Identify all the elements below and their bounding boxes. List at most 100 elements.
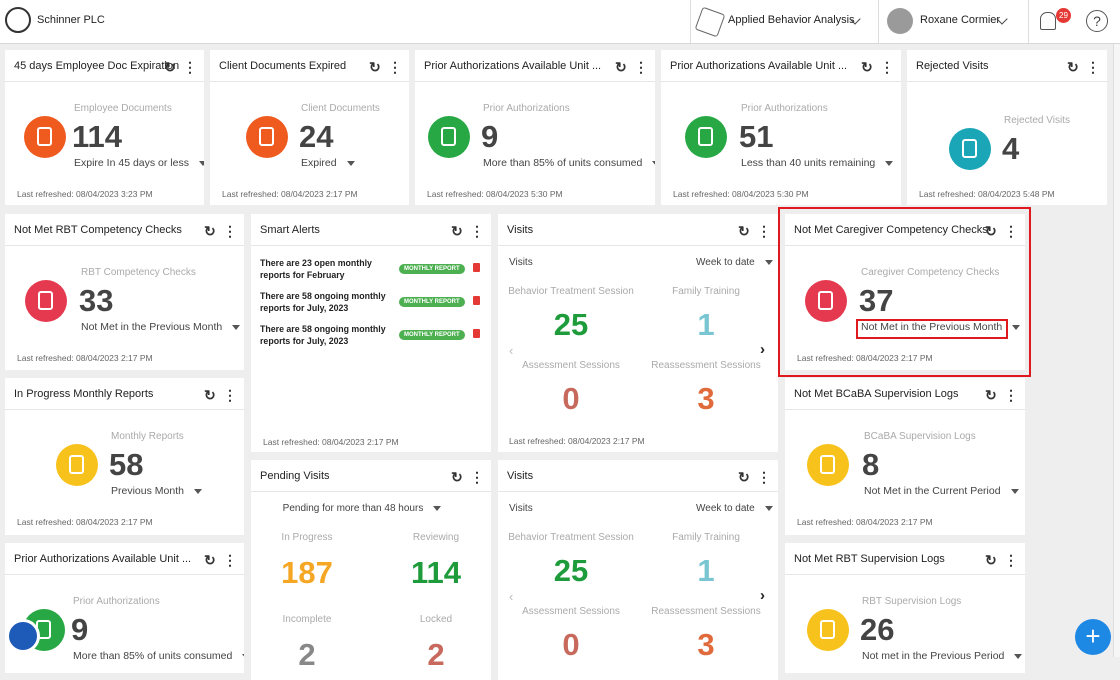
refresh-button[interactable]: ↻ — [615, 59, 627, 75]
filter-text[interactable]: More than 85% of units consumed — [483, 157, 643, 169]
filter-text[interactable]: Not Met in the Current Period — [864, 485, 1001, 497]
filter-text[interactable]: Expired — [301, 157, 337, 169]
more-menu[interactable]: ⋮ — [183, 59, 197, 75]
filter-dropdown-arrow[interactable] — [1014, 653, 1023, 659]
delete-alert[interactable] — [473, 263, 480, 272]
refresh-button[interactable]: ↻ — [451, 469, 463, 485]
more-menu[interactable]: ⋮ — [1004, 223, 1018, 239]
more-menu[interactable]: ⋮ — [757, 223, 771, 239]
filter-dropdown-arrow[interactable] — [193, 488, 202, 494]
refresh-button[interactable]: ↻ — [985, 223, 997, 239]
filter-dropdown-arrow[interactable] — [885, 160, 894, 166]
filter-text[interactable]: More than 85% of units consumed — [73, 650, 233, 662]
icon-glyph — [698, 127, 713, 146]
status-label: Reviewing — [412, 532, 460, 543]
next-arrow[interactable]: › — [760, 341, 765, 358]
filter-dropdown-arrow[interactable] — [242, 653, 244, 659]
filter-text[interactable]: Pending for more than 48 hours — [282, 503, 424, 514]
alert-text[interactable]: There are 58 ongoing monthly reports for… — [260, 324, 386, 346]
metric-filter[interactable]: More than 85% of units consumed — [483, 157, 655, 169]
more-menu[interactable]: ⋮ — [470, 223, 484, 239]
cookie-settings[interactable] — [6, 619, 40, 653]
refresh-button[interactable]: ↻ — [451, 223, 463, 239]
user-avatar[interactable] — [887, 8, 913, 34]
filter-text[interactable]: Not met in the Previous Period — [862, 650, 1005, 662]
metric-label: Prior Authorizations — [483, 103, 570, 114]
metric-filter[interactable]: Not Met in the Previous Month — [81, 321, 241, 333]
metric-label: Caregiver Competency Checks — [861, 267, 1000, 278]
pending-filter[interactable]: Pending for more than 48 hours — [251, 503, 473, 514]
program-selector[interactable]: Applied Behavior Analysis — [728, 14, 855, 26]
refresh-button[interactable]: ↻ — [369, 59, 381, 75]
filter-text[interactable]: Previous Month — [111, 485, 184, 497]
filter-text[interactable]: Not Met in the Previous Month — [81, 321, 223, 333]
more-menu[interactable]: ⋮ — [223, 552, 237, 568]
icon-glyph — [818, 291, 833, 310]
previous-arrow[interactable]: ‹ — [509, 343, 514, 358]
more-menu[interactable]: ⋮ — [634, 59, 648, 75]
more-menu[interactable]: ⋮ — [223, 387, 237, 403]
filter-dropdown-arrow[interactable] — [1010, 488, 1019, 494]
metric-filter[interactable]: Not met in the Previous Period — [862, 650, 1023, 662]
alert-text[interactable]: There are 23 open monthly reports for Fe… — [260, 258, 372, 280]
filter-dropdown-arrow[interactable] — [232, 324, 241, 330]
delete-alert[interactable] — [473, 329, 480, 338]
header-divider — [415, 81, 655, 82]
add-button[interactable]: + — [1075, 619, 1111, 655]
metric-filter[interactable]: Not Met in the Current Period — [864, 485, 1019, 497]
user-name[interactable]: Roxane Cormier — [920, 14, 1001, 26]
alert-text[interactable]: There are 58 ongoing monthly reports for… — [260, 291, 386, 313]
period-dropdown-arrow[interactable] — [764, 505, 773, 511]
more-menu[interactable]: ⋮ — [470, 469, 484, 485]
refresh-button[interactable]: ↻ — [738, 469, 750, 485]
refresh-button[interactable]: ↻ — [204, 552, 216, 568]
more-menu[interactable]: ⋮ — [757, 469, 771, 485]
filter-text[interactable]: Expire In 45 days or less — [74, 157, 189, 169]
more-menu[interactable]: ⋮ — [1004, 387, 1018, 403]
refresh-button[interactable]: ↻ — [204, 223, 216, 239]
refresh-button[interactable]: ↻ — [738, 223, 750, 239]
session-count: 3 — [697, 627, 715, 662]
more-menu[interactable]: ⋮ — [880, 59, 894, 75]
metric-filter[interactable]: Previous Month — [111, 485, 202, 497]
filter-dropdown-arrow[interactable] — [433, 505, 442, 511]
refresh-button[interactable]: ↻ — [985, 387, 997, 403]
filter-dropdown-arrow[interactable] — [652, 160, 655, 166]
filter-text[interactable]: Less than 40 units remaining — [741, 157, 876, 169]
icon-glyph — [441, 127, 456, 146]
session-count: 0 — [562, 381, 580, 416]
refresh-button[interactable]: ↻ — [985, 552, 997, 568]
period-filter[interactable]: Week to date — [696, 503, 773, 514]
filter-text[interactable]: Not Met in the Previous Month — [861, 321, 1003, 333]
period-dropdown-arrow[interactable] — [764, 259, 773, 265]
refresh-button[interactable]: ↻ — [861, 59, 873, 75]
period-text[interactable]: Week to date — [696, 503, 755, 514]
metric-filter[interactable]: Expire In 45 days or less — [74, 157, 204, 169]
filter-dropdown-arrow[interactable] — [198, 160, 204, 166]
period-filter[interactable]: Week to date — [696, 257, 773, 268]
delete-alert[interactable] — [473, 296, 480, 305]
more-menu[interactable]: ⋮ — [388, 59, 402, 75]
refresh-button[interactable]: ↻ — [1067, 59, 1079, 75]
metric-filter[interactable]: Less than 40 units remaining — [741, 157, 894, 169]
more-menu[interactable]: ⋮ — [1004, 552, 1018, 568]
notifications-bell[interactable] — [1040, 12, 1056, 30]
previous-arrow[interactable]: ‹ — [509, 589, 514, 604]
refresh-button[interactable]: ↻ — [164, 59, 176, 75]
filter-dropdown-arrow[interactable] — [1012, 324, 1021, 330]
help-button[interactable]: ? — [1086, 10, 1108, 32]
widget-card: 45 days Employee Doc Expiration ↻ ⋮ Employe… — [5, 50, 204, 205]
period-text[interactable]: Week to date — [696, 257, 755, 268]
metric-filter[interactable]: Expired — [301, 157, 355, 169]
metric-value: 33 — [79, 283, 114, 318]
filter-dropdown-arrow[interactable] — [346, 160, 355, 166]
company-logo[interactable] — [5, 7, 31, 33]
metric-filter[interactable]: Not Met in the Previous Month — [861, 321, 1021, 333]
refresh-button[interactable]: ↻ — [204, 387, 216, 403]
metric-filter[interactable]: More than 85% of units consumed — [73, 650, 244, 662]
next-arrow[interactable]: › — [760, 587, 765, 604]
widget-card: Not Met RBT Competency Checks ↻ ⋮ RBT Compe… — [5, 214, 244, 370]
more-menu[interactable]: ⋮ — [1086, 59, 1100, 75]
more-menu[interactable]: ⋮ — [223, 223, 237, 239]
widget-card: Visits ↻ ⋮ Visits Week to date Behavior Treat… — [498, 214, 778, 452]
